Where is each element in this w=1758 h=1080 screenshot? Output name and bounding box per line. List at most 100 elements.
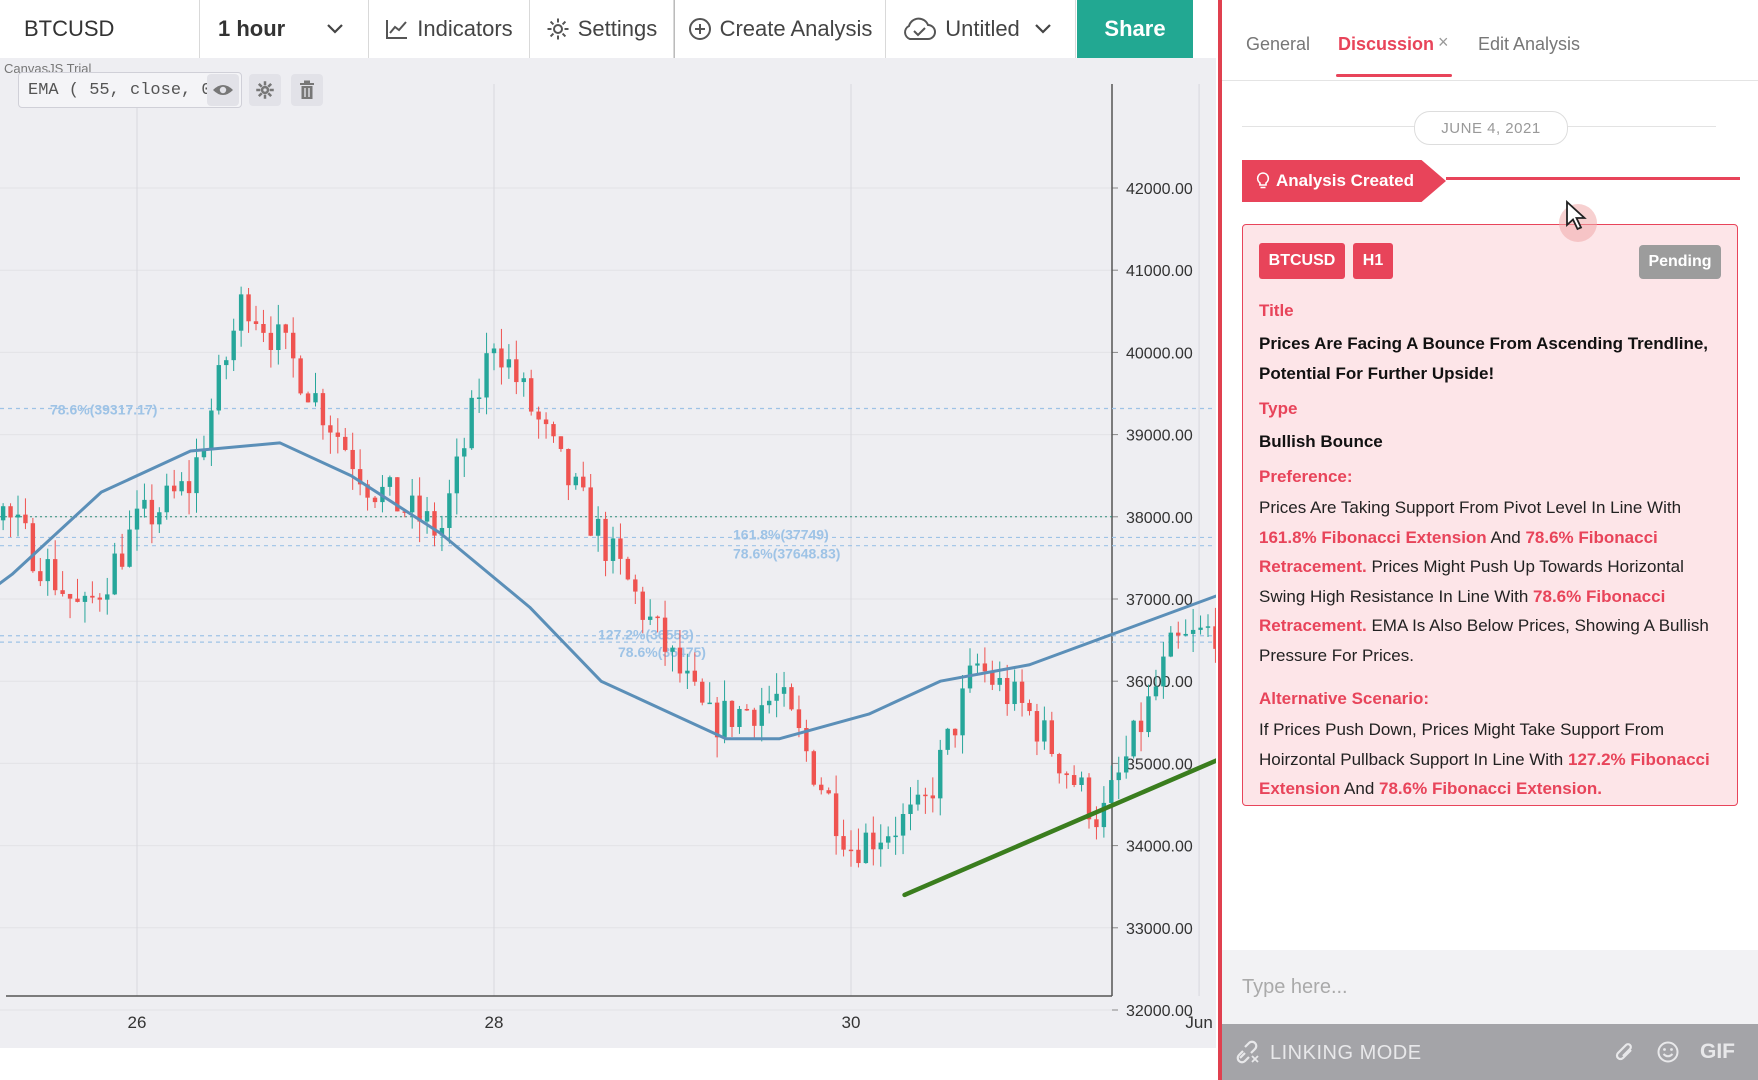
candle-body <box>253 321 259 325</box>
y-tick-label: 41000.00 <box>1126 263 1193 280</box>
alternative-label: Alternative Scenario: <box>1259 689 1430 708</box>
settings-label: Settings <box>577 16 658 41</box>
interval-dropdown[interactable]: 1 hour <box>200 0 369 58</box>
title-label: Title <box>1259 301 1294 320</box>
candle-body <box>759 705 764 726</box>
candle-body <box>290 332 296 359</box>
candle-body <box>618 538 623 559</box>
message-input[interactable] <box>1240 974 1724 1000</box>
candle-body <box>960 688 965 736</box>
x-tick-label: 26 <box>128 1013 147 1032</box>
analysis-created-label: Analysis Created <box>1276 171 1414 190</box>
ema-legend[interactable]: EMA ( 55, close, 0 ) <box>18 72 243 108</box>
delete-indicator-button[interactable] <box>291 74 323 106</box>
y-tick-label: 37000.00 <box>1126 592 1193 609</box>
message-bar <box>1222 950 1758 1024</box>
candle-body <box>112 553 117 595</box>
candle-body <box>343 436 348 450</box>
candle-body <box>610 538 616 561</box>
close-tab-icon[interactable]: × <box>1438 32 1449 52</box>
active-tab-indicator <box>1336 74 1452 77</box>
candle-body <box>997 677 1002 685</box>
candle-body <box>1027 702 1032 712</box>
y-tick-label: 42000.00 <box>1126 181 1193 198</box>
candle-body <box>521 378 526 383</box>
candle-body <box>938 749 943 799</box>
gif-button[interactable]: GIF <box>1700 1040 1735 1063</box>
candle-body <box>15 514 21 518</box>
tab-edit-analysis[interactable]: Edit Analysis <box>1478 34 1581 54</box>
candle-body <box>640 591 645 620</box>
indicator-settings-button[interactable] <box>249 74 281 106</box>
candle-body <box>826 790 831 794</box>
candle-body <box>372 497 378 503</box>
symbol-badge: BTCUSD <box>1259 243 1345 279</box>
candle-body <box>1116 772 1121 781</box>
candle-body <box>60 590 65 594</box>
chart-line-icon <box>386 20 408 39</box>
panel-tabs: General Discussion × Edit Analysis <box>1222 0 1758 81</box>
chevron-down-icon <box>1035 24 1051 34</box>
candle-body <box>752 709 757 726</box>
attach-icon[interactable] <box>1614 1040 1636 1064</box>
candle-body <box>1153 686 1159 697</box>
candle-body <box>707 702 712 705</box>
cursor-highlight <box>1559 204 1597 242</box>
candle-body <box>454 456 460 494</box>
candle-body <box>1205 626 1211 628</box>
candle-body <box>209 410 214 450</box>
status-badge: Pending <box>1639 245 1721 279</box>
symbol-selector[interactable]: BTCUSD <box>0 0 200 58</box>
interval-label: 1 hour <box>218 16 286 41</box>
tab-general[interactable]: General <box>1246 34 1311 54</box>
candle-body <box>952 728 958 736</box>
eye-icon <box>213 85 233 95</box>
create-analysis-button[interactable]: Create Analysis <box>674 0 886 58</box>
y-tick-label: 39000.00 <box>1126 428 1193 445</box>
layout-dropdown[interactable]: Untitled <box>886 0 1076 58</box>
candle-body <box>1183 633 1188 636</box>
link-icon[interactable] <box>1234 1038 1262 1066</box>
x-tick-label: 30 <box>842 1013 861 1032</box>
candle-body <box>134 508 140 530</box>
candle-body <box>1123 756 1129 773</box>
candle-body <box>82 595 88 602</box>
lightbulb-icon <box>1256 172 1270 189</box>
candle-body <box>1213 626 1216 649</box>
candle-body <box>662 617 668 652</box>
candle-body <box>499 348 504 368</box>
candle-body <box>171 485 177 492</box>
x-tick-label: 28 <box>485 1013 504 1032</box>
preference-text: Prices Are Taking Support From Pivot Lev… <box>1259 498 1709 665</box>
share-button[interactable]: Share <box>1077 0 1193 58</box>
candle-body <box>878 842 883 850</box>
price-chart[interactable]: 42000.00 41000.00 40000.00 39000.00 38000.00… <box>0 58 1216 1048</box>
candle-body <box>268 332 274 351</box>
candle-body <box>447 493 452 528</box>
ema-line <box>0 441 1216 741</box>
candle-body <box>231 330 236 361</box>
candle-body <box>1034 711 1040 742</box>
candle-body <box>506 359 512 368</box>
linking-mode-label[interactable]: LINKING MODE <box>1270 1042 1422 1064</box>
fib-level-label: 78.6%(36475) <box>618 644 706 660</box>
toggle-visibility-button[interactable] <box>207 74 239 106</box>
analysis-card: BTCUSD H1 Pending Title Prices Are Facin… <box>1242 224 1738 806</box>
ema-legend-label: EMA ( 55, close, 0 ) <box>28 80 233 100</box>
chart-canvas[interactable]: 42000.00 41000.00 40000.00 39000.00 38000.00… <box>0 58 1216 1048</box>
candle-body <box>633 579 638 592</box>
candle-body <box>677 647 683 674</box>
tab-discussion[interactable]: Discussion <box>1338 34 1435 54</box>
candle-body <box>1042 720 1047 742</box>
analysis-panel: General Discussion × Edit Analysis JUNE … <box>1218 0 1758 1080</box>
candle-body <box>871 832 876 850</box>
candle-body <box>975 663 980 666</box>
settings-button[interactable]: Settings <box>530 0 674 58</box>
candle-body <box>603 518 608 561</box>
emoji-icon[interactable] <box>1656 1040 1680 1064</box>
type-label: Type <box>1259 399 1298 418</box>
candle-body <box>1161 656 1166 687</box>
candle-body <box>1198 627 1203 630</box>
indicators-button[interactable]: Indicators <box>369 0 530 58</box>
candle-body <box>305 393 311 403</box>
